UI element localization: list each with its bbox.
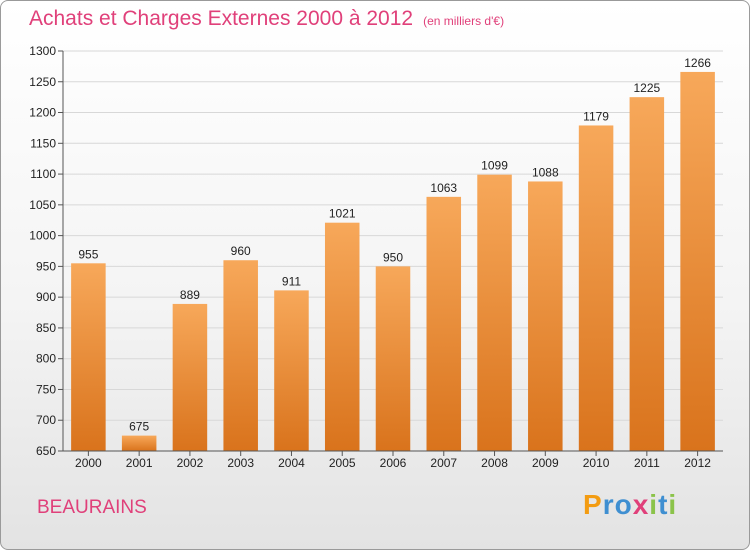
title-text: Achats et Charges Externes 2000 à 2012 — [29, 7, 414, 30]
data-label-2012: 1266 — [684, 56, 711, 70]
bar-2001[interactable] — [121, 435, 157, 451]
bar-2010[interactable] — [578, 125, 614, 451]
data-label-2003: 960 — [231, 244, 251, 258]
x-tick-label-2011: 2011 — [634, 456, 660, 470]
logo-letter: x — [632, 489, 650, 520]
data-label-2007: 1063 — [430, 181, 457, 195]
data-label-2011: 1225 — [633, 81, 660, 95]
data-label-2000: 955 — [78, 247, 98, 261]
data-label-2010: 1179 — [583, 109, 609, 123]
bar-2000[interactable] — [71, 263, 106, 451]
y-tick-label: 1300 — [29, 44, 56, 58]
logo-letter: o — [614, 489, 633, 520]
data-label-2005: 1021 — [329, 207, 356, 221]
axes: 650 700 750 800 850 900 950 1000 1050 1100 1150 120… — [29, 44, 723, 470]
y-tick-label: 800 — [36, 352, 56, 366]
data-label-2006: 950 — [383, 250, 403, 264]
data-label-2009: 1088 — [532, 165, 559, 179]
logo-letter: i — [668, 489, 678, 520]
title-unit: (en milliers d'€) — [423, 14, 505, 28]
y-tick-label: 700 — [36, 413, 56, 427]
y-tick-label: 1250 — [29, 75, 56, 89]
x-tick-label-2001: 2001 — [126, 456, 153, 470]
bar-2007[interactable] — [426, 196, 462, 451]
y-tick-label: 1000 — [29, 229, 56, 243]
x-tick-label-2012: 2012 — [684, 456, 711, 470]
x-tick-label-2003: 2003 — [227, 456, 254, 470]
x-tick-label-2004: 2004 — [278, 456, 305, 470]
data-label-2004: 911 — [282, 274, 301, 288]
y-tick-label: 900 — [36, 290, 56, 304]
bars: 955 675 889 960 911 1021 950 1063 1099 1088 1179 12… — [71, 56, 715, 452]
bar-2006[interactable] — [375, 266, 411, 451]
y-tick-label: 850 — [36, 321, 56, 335]
x-tick-label-2005: 2005 — [329, 456, 356, 470]
bar-2008[interactable] — [477, 174, 512, 451]
bar-2003[interactable] — [223, 260, 258, 451]
bar-2005[interactable] — [324, 222, 360, 451]
city-name: BEAURAINS — [37, 497, 147, 518]
bar-2009[interactable] — [528, 181, 563, 451]
y-tick-label: 1050 — [29, 198, 56, 212]
x-tick-label-2008: 2008 — [481, 456, 508, 470]
data-label-2001: 675 — [129, 420, 149, 434]
y-tick-label: 1200 — [29, 106, 56, 120]
bar-2004[interactable] — [274, 290, 309, 451]
y-tick-label: 1100 — [30, 167, 56, 181]
x-tick-label-2002: 2002 — [177, 456, 204, 470]
x-tick-label-2000: 2000 — [75, 456, 102, 470]
y-tick-label: 950 — [36, 259, 56, 273]
data-label-2008: 1099 — [481, 159, 508, 173]
y-tick-label: 650 — [36, 444, 56, 458]
x-tick-label-2006: 2006 — [380, 456, 407, 470]
x-tick-label-2009: 2009 — [532, 456, 559, 470]
bar-2011[interactable] — [629, 97, 665, 452]
x-tick-label-2007: 2007 — [430, 456, 457, 470]
logo-letter: t — [658, 489, 669, 520]
proxiti-logo[interactable]: Proxiti — [583, 489, 677, 521]
bar-2012[interactable] — [680, 71, 715, 451]
logo-letter: P — [583, 489, 603, 520]
y-tick-label: 1150 — [30, 136, 56, 150]
chart-title: Achats et Charges Externes 2000 à 2012 (e… — [29, 7, 504, 31]
x-tick-label-2010: 2010 — [583, 456, 610, 470]
logo-letter: i — [649, 489, 659, 520]
y-tick-label: 750 — [36, 382, 56, 396]
data-label-2002: 889 — [180, 288, 200, 302]
logo-letter: r — [602, 489, 615, 520]
bar-2002[interactable] — [172, 303, 208, 451]
